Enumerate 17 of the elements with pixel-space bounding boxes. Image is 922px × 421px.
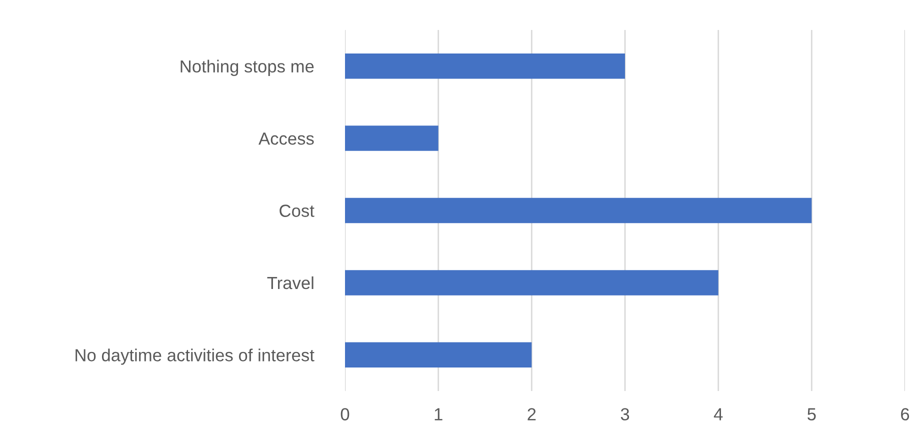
y-tick-label: Travel bbox=[267, 276, 314, 290]
bar bbox=[345, 53, 625, 79]
y-tick-label: Access bbox=[258, 132, 314, 145]
y-tick-label: No daytime activities of interest bbox=[76, 348, 314, 365]
x-tick-label: 6 bbox=[901, 408, 910, 420]
x-tick-label: 0 bbox=[340, 408, 350, 420]
x-tick-label: 5 bbox=[808, 408, 816, 420]
bar bbox=[345, 342, 532, 368]
x-tick-label: 3 bbox=[620, 408, 630, 420]
bar bbox=[345, 198, 812, 224]
bar bbox=[345, 270, 718, 296]
bar bbox=[345, 126, 438, 151]
x-tick-label: 2 bbox=[528, 408, 536, 420]
x-tick-label: 4 bbox=[714, 408, 723, 420]
y-tick-label: Nothing stops me bbox=[180, 60, 314, 76]
y-tick-label: Cost bbox=[280, 204, 314, 217]
x-tick-label: 1 bbox=[434, 408, 442, 420]
